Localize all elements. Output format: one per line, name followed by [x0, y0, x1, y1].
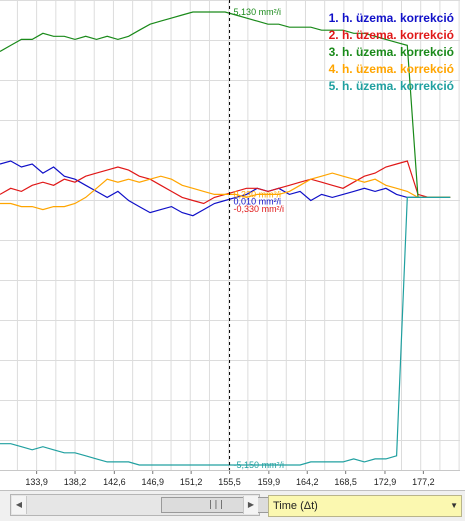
x-tick-label: 142,6: [103, 477, 126, 487]
cursor-value-label: -5,150 mm²/i: [234, 460, 285, 470]
legend-item: 1. h. üzema. korrekció: [329, 11, 454, 25]
cursor-value-label: 0,330 mm²/i: [234, 189, 282, 199]
x-tick-label: 138,2: [64, 477, 87, 487]
legend-item: 4. h. üzema. korrekció: [329, 62, 454, 76]
x-axis-ticks: 133,9 138,2 142,6 146,9 151,2 155,5 159,9 164,2…: [25, 471, 435, 487]
x-tick-label: 168,5: [334, 477, 357, 487]
time-axis-select-value: Time (Δt): [273, 500, 318, 512]
x-tick-label: 177,2: [412, 477, 435, 487]
cursor-value-label: -0,330 mm²/i: [234, 204, 285, 214]
legend-item: 2. h. üzema. korrekció: [329, 28, 454, 42]
scroll-left-icon[interactable]: ◀: [12, 496, 27, 514]
series-line-1: [0, 160, 451, 217]
time-axis-select[interactable]: Time (Δt) ▼: [268, 495, 462, 517]
legend-item: 5. h. üzema. korrekció: [329, 79, 454, 93]
line-chart: 5,130 mm²/i 0,330 mm²/i0,010 mm²/i-0,330 …: [0, 0, 460, 470]
x-tick-label: 172,9: [374, 477, 397, 487]
legend-item: 3. h. üzema. korrekció: [329, 45, 454, 59]
x-tick-label: 146,9: [141, 477, 164, 487]
series-line-4: [0, 172, 451, 211]
series-line-5: [0, 196, 451, 466]
plot-area[interactable]: 5,130 mm²/i 0,330 mm²/i 0,010 mm²/i -0,330 …: [0, 0, 460, 470]
scroll-right-icon[interactable]: ▶: [243, 496, 258, 514]
horizontal-scrollbar[interactable]: ◀ ||| ▶: [10, 494, 271, 516]
x-tick-label: 164,2: [296, 477, 319, 487]
x-tick-label: 151,2: [180, 477, 203, 487]
bottom-toolbar: ◀ ||| ▶ Time (Δt) ▼: [0, 490, 465, 521]
cursor-value-label: 0,010 mm²/i: [234, 197, 282, 207]
x-axis: 133,9 138,2 142,6 146,9 151,2 155,5 159,9 164,2…: [0, 470, 460, 491]
x-tick-label: 155,5: [218, 477, 241, 487]
x-tick-label: 159,9: [258, 477, 281, 487]
cursor-value-label: 5,130 mm²/i: [234, 7, 282, 17]
chevron-down-icon[interactable]: ▼: [450, 501, 458, 510]
x-tick-label: 133,9: [25, 477, 48, 487]
series-line-3: [0, 11, 451, 198]
